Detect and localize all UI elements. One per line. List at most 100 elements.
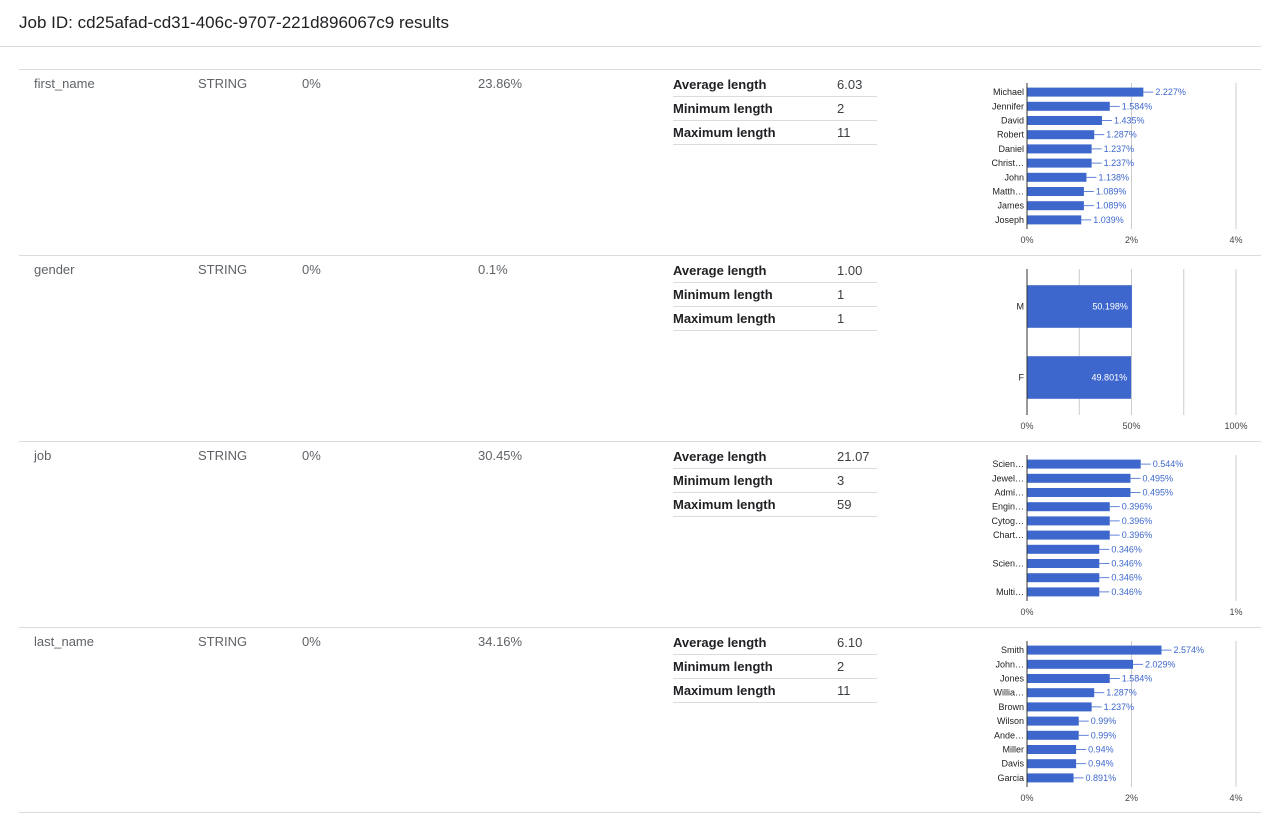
category-label: Joseph: [995, 215, 1024, 225]
category-label: Brown: [998, 702, 1024, 712]
category-label: Scien…: [992, 459, 1024, 469]
column-row-last-name: last_name STRING 0% 34.16% Average lengt…: [19, 627, 1261, 813]
column-type: STRING: [198, 262, 248, 277]
value-label: 0.99%: [1091, 716, 1117, 726]
value-label: 1.237%: [1104, 144, 1135, 154]
bar: [1027, 674, 1110, 683]
bar: [1027, 87, 1144, 97]
bar: [1027, 172, 1087, 182]
stat-row-minimum: Minimum length 1: [673, 282, 877, 307]
bar: [1027, 730, 1079, 740]
bar: [1027, 187, 1084, 196]
x-tick-label: 2%: [1125, 793, 1138, 803]
stat-label: Maximum length: [673, 678, 837, 703]
stat-row-minimum: Minimum length 3: [673, 468, 877, 493]
column-row-job: job STRING 0% 30.45% Average length 21.07…: [19, 441, 1261, 627]
stat-value: 2: [837, 96, 877, 121]
bar: [1027, 659, 1134, 669]
category-label: Scien…: [992, 559, 1024, 569]
stat-value: 1: [837, 306, 877, 331]
stat-value: 3: [837, 468, 877, 493]
value-label: 1.287%: [1106, 130, 1137, 140]
value-label: 0.94%: [1088, 759, 1114, 769]
bar: [1027, 645, 1162, 655]
category-label: Davis: [1001, 759, 1024, 769]
bar: [1027, 502, 1110, 512]
value-label: 0.346%: [1111, 573, 1142, 583]
column-name: first_name: [34, 76, 95, 91]
category-label: John: [1004, 172, 1024, 182]
x-tick-label: 0%: [1020, 235, 1033, 245]
stat-row-minimum: Minimum length 2: [673, 654, 877, 679]
bar: [1027, 285, 1132, 328]
value-label: 50.198%: [1092, 302, 1128, 312]
stat-label: Minimum length: [673, 282, 837, 307]
stat-row-maximum: Maximum length 11: [673, 120, 877, 145]
length-stats-table: Average length 1.00 Minimum length 1 Maxim…: [673, 259, 877, 331]
category-label: Engin…: [992, 502, 1024, 512]
stat-row-average: Average length 1.00: [673, 259, 877, 283]
bar: [1027, 130, 1095, 140]
column-row-first-name: first_name STRING 0% 23.86% Average leng…: [19, 69, 1261, 255]
value-label: 0.346%: [1111, 544, 1142, 554]
value-distribution-chart: Smith 2.574% John… 2.029% Jones 1.584% Willia……: [994, 641, 1243, 803]
value-label: 1.039%: [1093, 215, 1124, 225]
category-label: James: [997, 201, 1024, 211]
value-label: 0.94%: [1088, 745, 1114, 755]
bar: [1027, 158, 1092, 168]
column-name: job: [34, 448, 52, 463]
stat-label: Minimum length: [673, 468, 837, 493]
column-name: gender: [34, 262, 75, 277]
bar: [1027, 702, 1092, 712]
stat-row-average: Average length 6.10: [673, 631, 877, 655]
stat-label: Average length: [673, 259, 837, 283]
bar: [1027, 116, 1102, 125]
stat-label: Average length: [673, 73, 837, 97]
stat-label: Minimum length: [673, 654, 837, 679]
value-label: 0.396%: [1122, 516, 1153, 526]
length-stats-table: Average length 6.03 Minimum length 2 Maxim…: [673, 73, 877, 145]
stat-row-maximum: Maximum length 11: [673, 678, 877, 703]
category-label: Robert: [997, 130, 1025, 140]
stat-row-maximum: Maximum length 59: [673, 492, 877, 517]
column-type: STRING: [198, 634, 248, 649]
category-label: John…: [995, 659, 1024, 669]
bar: [1027, 559, 1100, 568]
category-label: Jones: [1000, 674, 1025, 684]
category-label: M: [1017, 302, 1025, 312]
bar: [1027, 716, 1079, 726]
null-percent: 0%: [302, 634, 321, 649]
bar: [1027, 587, 1100, 597]
category-label: Multi…: [996, 587, 1024, 597]
value-label: 0.396%: [1122, 502, 1153, 512]
value-distribution-chart: Scien… 0.544% Jewel… 0.495% Admi… 0.495% Engin…: [991, 455, 1243, 617]
unique-percent: 34.16%: [478, 634, 523, 649]
category-label: Smith: [1001, 645, 1024, 655]
stat-value: 6.10: [837, 631, 877, 655]
x-tick-label: 1%: [1229, 607, 1242, 617]
category-label: Admi…: [994, 488, 1024, 498]
category-label: Daniel: [998, 144, 1024, 154]
value-label: 0.346%: [1111, 587, 1142, 597]
page-title: Job ID: cd25afad-cd31-406c-9707-221d8960…: [19, 13, 450, 32]
bar: [1027, 759, 1077, 769]
stat-row-average: Average length 21.07: [673, 445, 877, 469]
stat-label: Maximum length: [673, 492, 837, 517]
value-label: 0.891%: [1086, 773, 1117, 783]
bar: [1027, 144, 1092, 154]
x-tick-label: 0%: [1020, 607, 1033, 617]
stat-value: 1.00: [837, 259, 877, 283]
stat-value: 11: [837, 678, 877, 703]
category-label: Michael: [993, 87, 1024, 97]
length-stats-table: Average length 21.07 Minimum length 3 Maxi…: [673, 445, 877, 517]
bar: [1027, 573, 1100, 583]
x-tick-label: 0%: [1020, 421, 1033, 431]
bar: [1027, 516, 1110, 526]
value-label: 2.574%: [1173, 645, 1204, 655]
value-label: 49.801%: [1092, 373, 1128, 383]
value-label: 1.237%: [1104, 702, 1135, 712]
category-label: Cytog…: [991, 516, 1024, 526]
value-distribution-chart: Michael 2.227% Jennifer 1.584% David 1.435% Ro…: [991, 83, 1243, 245]
category-label: Miller: [1003, 745, 1025, 755]
null-percent: 0%: [302, 448, 321, 463]
